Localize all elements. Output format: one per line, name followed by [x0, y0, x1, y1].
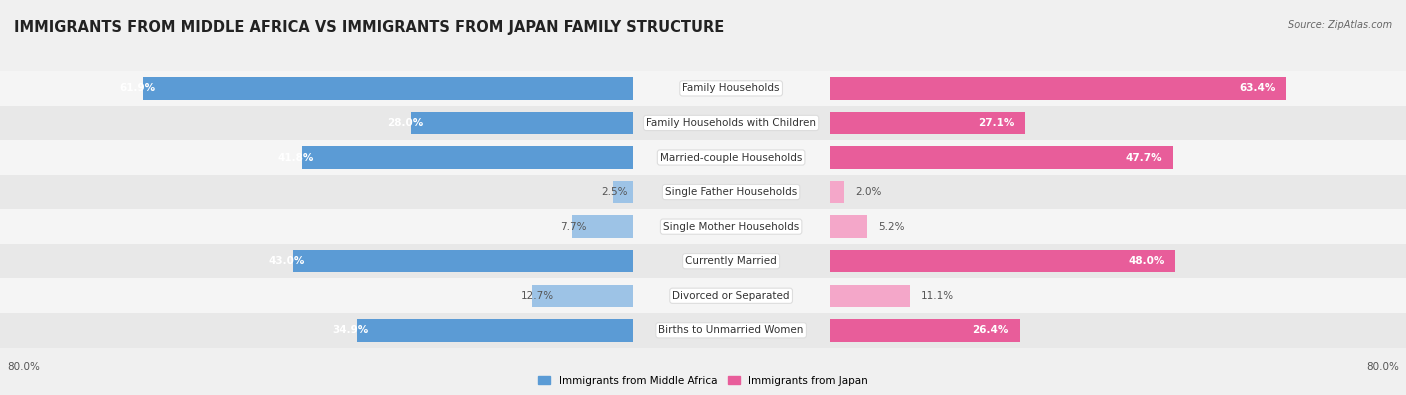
Text: 11.1%: 11.1% [921, 291, 953, 301]
Bar [830, 319, 1019, 342]
Bar [830, 146, 1173, 169]
Text: 12.7%: 12.7% [520, 291, 554, 301]
Bar [830, 250, 1175, 273]
Bar [0, 278, 633, 313]
Bar [830, 244, 1406, 278]
Bar [830, 181, 844, 203]
Text: 28.0%: 28.0% [387, 118, 423, 128]
Bar [292, 250, 633, 273]
Bar [830, 71, 1406, 106]
Bar [0, 106, 633, 140]
Bar [412, 112, 633, 134]
Text: 2.5%: 2.5% [602, 187, 627, 197]
Text: 27.1%: 27.1% [977, 118, 1014, 128]
Bar [572, 215, 633, 238]
Text: 48.0%: 48.0% [1128, 256, 1164, 266]
Bar [830, 284, 910, 307]
Bar [830, 215, 868, 238]
Text: Source: ZipAtlas.com: Source: ZipAtlas.com [1288, 20, 1392, 30]
Bar [0, 244, 633, 278]
Text: 26.4%: 26.4% [973, 325, 1010, 335]
Bar [633, 140, 830, 175]
Text: 80.0%: 80.0% [7, 362, 39, 372]
Text: 34.9%: 34.9% [332, 325, 368, 335]
Bar [830, 106, 1406, 140]
Text: Births to Unmarried Women: Births to Unmarried Women [658, 325, 804, 335]
Text: 63.4%: 63.4% [1239, 83, 1275, 93]
Text: 7.7%: 7.7% [560, 222, 586, 231]
Bar [357, 319, 633, 342]
Bar [0, 175, 633, 209]
Bar [830, 209, 1406, 244]
Text: Family Households with Children: Family Households with Children [647, 118, 815, 128]
Text: Single Mother Households: Single Mother Households [664, 222, 799, 231]
Text: Married-couple Households: Married-couple Households [659, 152, 803, 162]
Text: 80.0%: 80.0% [1367, 362, 1399, 372]
Bar [633, 71, 830, 106]
Bar [633, 209, 830, 244]
Text: 43.0%: 43.0% [269, 256, 305, 266]
Text: 2.0%: 2.0% [855, 187, 882, 197]
Legend: Immigrants from Middle Africa, Immigrants from Japan: Immigrants from Middle Africa, Immigrant… [534, 371, 872, 390]
Bar [613, 181, 633, 203]
Bar [633, 278, 830, 313]
Text: Divorced or Separated: Divorced or Separated [672, 291, 790, 301]
Bar [0, 140, 633, 175]
Bar [0, 71, 633, 106]
Bar [830, 77, 1286, 100]
Bar [633, 244, 830, 278]
Text: 61.9%: 61.9% [120, 83, 155, 93]
Bar [533, 284, 633, 307]
Bar [830, 313, 1406, 348]
Text: IMMIGRANTS FROM MIDDLE AFRICA VS IMMIGRANTS FROM JAPAN FAMILY STRUCTURE: IMMIGRANTS FROM MIDDLE AFRICA VS IMMIGRA… [14, 20, 724, 35]
Bar [0, 313, 633, 348]
Bar [633, 313, 830, 348]
Bar [302, 146, 633, 169]
Bar [830, 140, 1406, 175]
Bar [0, 209, 633, 244]
Text: 47.7%: 47.7% [1126, 152, 1163, 162]
Text: Family Households: Family Households [682, 83, 780, 93]
Bar [830, 112, 1025, 134]
Text: Currently Married: Currently Married [685, 256, 778, 266]
Text: Single Father Households: Single Father Households [665, 187, 797, 197]
Bar [143, 77, 633, 100]
Bar [830, 175, 1406, 209]
Bar [633, 106, 830, 140]
Text: 5.2%: 5.2% [877, 222, 904, 231]
Bar [633, 175, 830, 209]
Text: 41.8%: 41.8% [277, 152, 314, 162]
Bar [830, 278, 1406, 313]
